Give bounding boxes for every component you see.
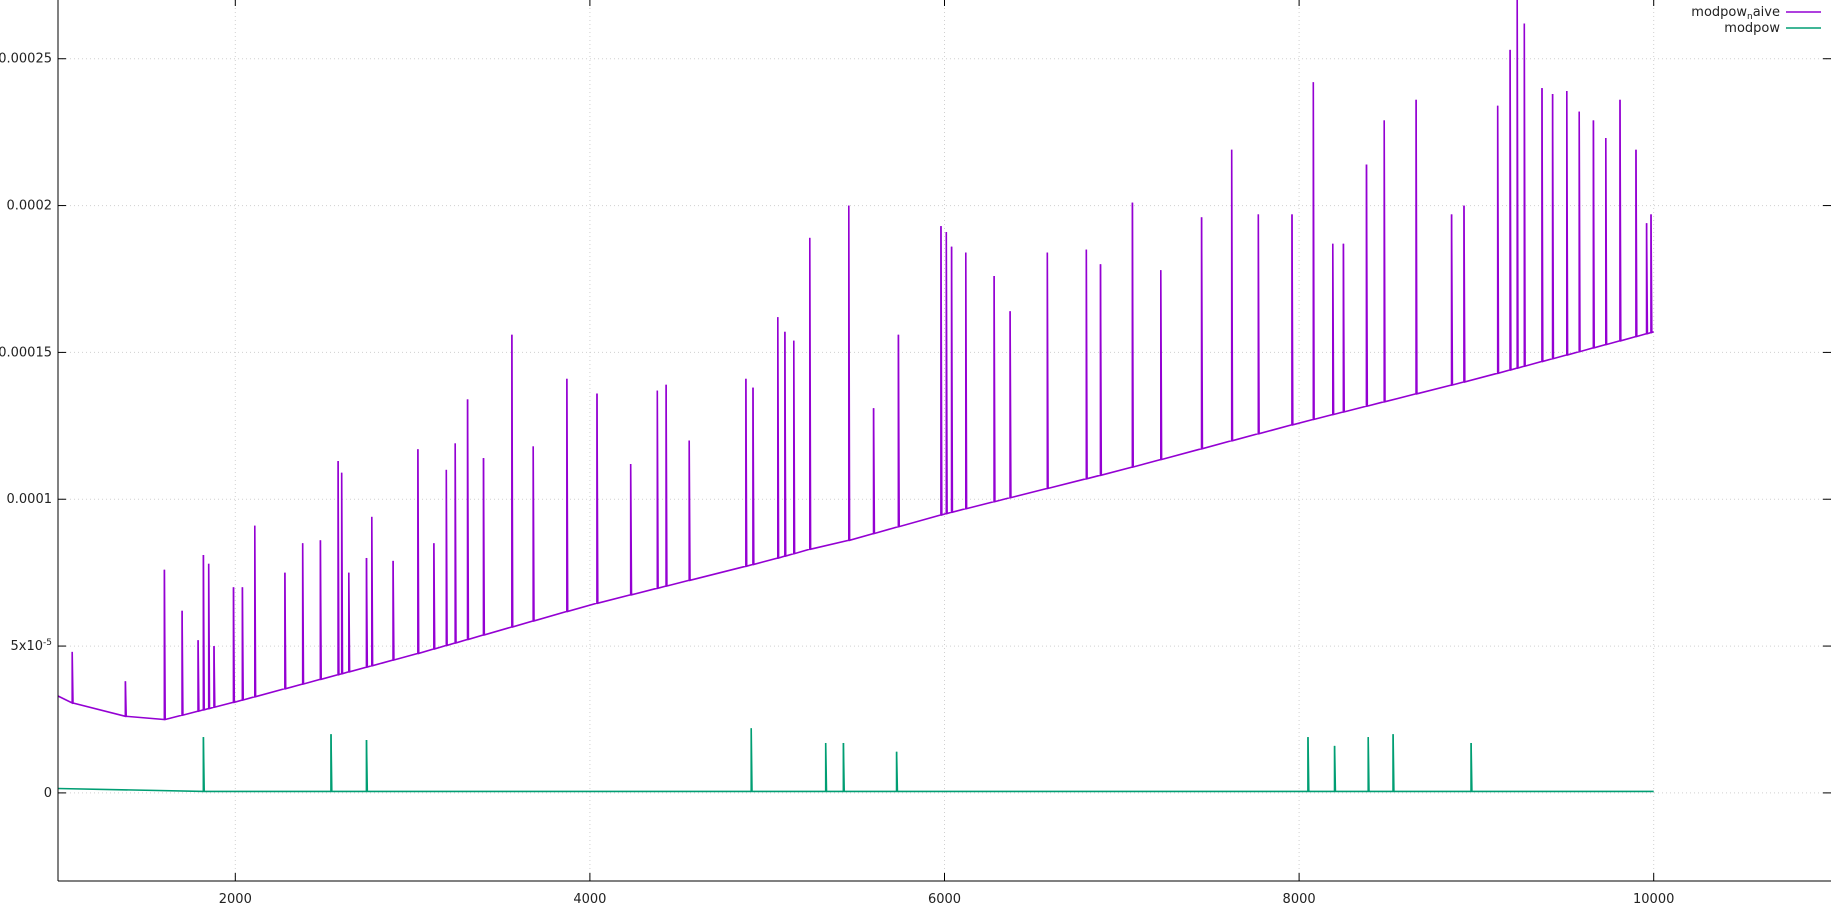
- y-tick-label: 0.00025: [0, 52, 52, 67]
- y-tick-label: 0.0001: [7, 492, 53, 507]
- series-modpow_naive: [57, 0, 1654, 721]
- series-modpow: [57, 728, 1654, 793]
- grid-lines: [58, 0, 1831, 881]
- x-tick-label: 8000: [1283, 892, 1316, 907]
- x-tick-label: 2000: [219, 892, 252, 907]
- legend-label: modpow: [1724, 21, 1780, 36]
- y-tick-label: 0.0002: [7, 199, 53, 214]
- x-axis: 2000 4000 6000 8000 10000: [219, 0, 1674, 907]
- y-tick-label: 0: [44, 786, 52, 801]
- y-tick-label: 0.00015: [0, 345, 52, 360]
- x-tick-label: 4000: [573, 892, 606, 907]
- y-tick-label: 5x10-5: [11, 638, 53, 654]
- x-tick-label: 10000: [1633, 892, 1674, 907]
- series-line: [57, 0, 1654, 721]
- legend-label: modpownaive: [1691, 5, 1780, 22]
- y-axis: 0 5x10-5 0.0001 0.00015 0.0002 0.00025: [0, 52, 1831, 801]
- series-line: [57, 728, 1654, 793]
- x-tick-label: 6000: [928, 892, 961, 907]
- chart-series: [57, 0, 1654, 793]
